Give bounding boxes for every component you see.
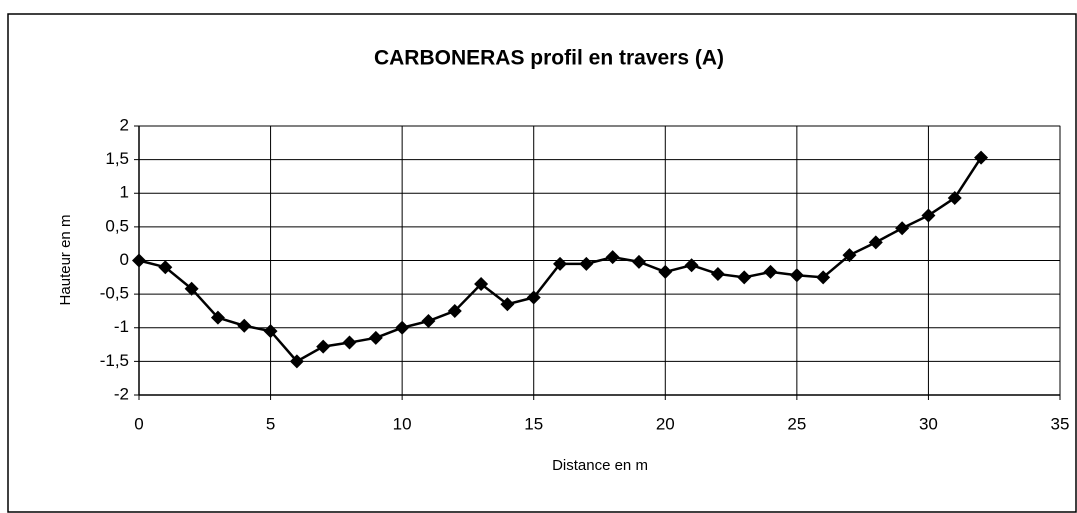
x-tick-label: 35	[1051, 414, 1070, 433]
data-point	[395, 320, 410, 335]
data-point	[974, 150, 989, 165]
data-point	[237, 318, 252, 333]
data-point	[895, 221, 910, 236]
x-tick-label: 0	[134, 414, 143, 433]
data-point	[684, 258, 699, 273]
data-point	[658, 264, 673, 279]
data-point	[710, 266, 725, 281]
data-point	[789, 268, 804, 283]
data-point	[579, 256, 594, 271]
y-tick-label: -0,5	[100, 284, 129, 303]
chart-title: CARBONERAS profil en travers (A)	[374, 47, 724, 70]
x-tick-label: 20	[656, 414, 675, 433]
x-tick-label: 30	[919, 414, 938, 433]
y-tick-label: -1,5	[100, 351, 129, 370]
y-tick-label: 0,5	[105, 216, 129, 235]
y-tick-label: -1	[114, 317, 129, 336]
data-point	[447, 303, 462, 318]
x-tick-label: 5	[266, 414, 275, 433]
data-point	[210, 310, 225, 325]
data-point	[421, 314, 436, 329]
x-axis-label: Distance en m	[552, 457, 648, 474]
data-point	[921, 208, 936, 223]
data-point	[342, 335, 357, 350]
data-point	[132, 253, 146, 268]
data-point	[842, 248, 857, 263]
x-tick-label: 25	[787, 414, 806, 433]
y-tick-label: -2	[114, 384, 129, 403]
data-point	[737, 270, 752, 285]
y-tick-label: 2	[120, 115, 129, 134]
data-point	[474, 277, 489, 292]
data-point	[763, 264, 778, 279]
y-tick-label: 1	[120, 183, 129, 202]
data-point	[184, 281, 199, 296]
data-point	[289, 354, 304, 369]
data-point	[605, 250, 620, 265]
y-tick-label: 1,5	[105, 149, 129, 168]
x-tick-label: 15	[524, 414, 543, 433]
data-point	[316, 339, 331, 354]
x-tick-label: 10	[393, 414, 412, 433]
data-point	[816, 270, 831, 285]
data-point	[500, 297, 515, 312]
data-point	[368, 330, 383, 345]
data-point	[868, 235, 883, 250]
data-point	[947, 190, 962, 205]
data-point	[553, 256, 568, 271]
y-axis-label: Hauteur en m	[57, 215, 74, 306]
data-point	[631, 254, 646, 269]
data-point	[158, 260, 173, 275]
data-point	[526, 290, 541, 305]
y-tick-label: 0	[120, 250, 129, 269]
data-point	[263, 324, 278, 339]
